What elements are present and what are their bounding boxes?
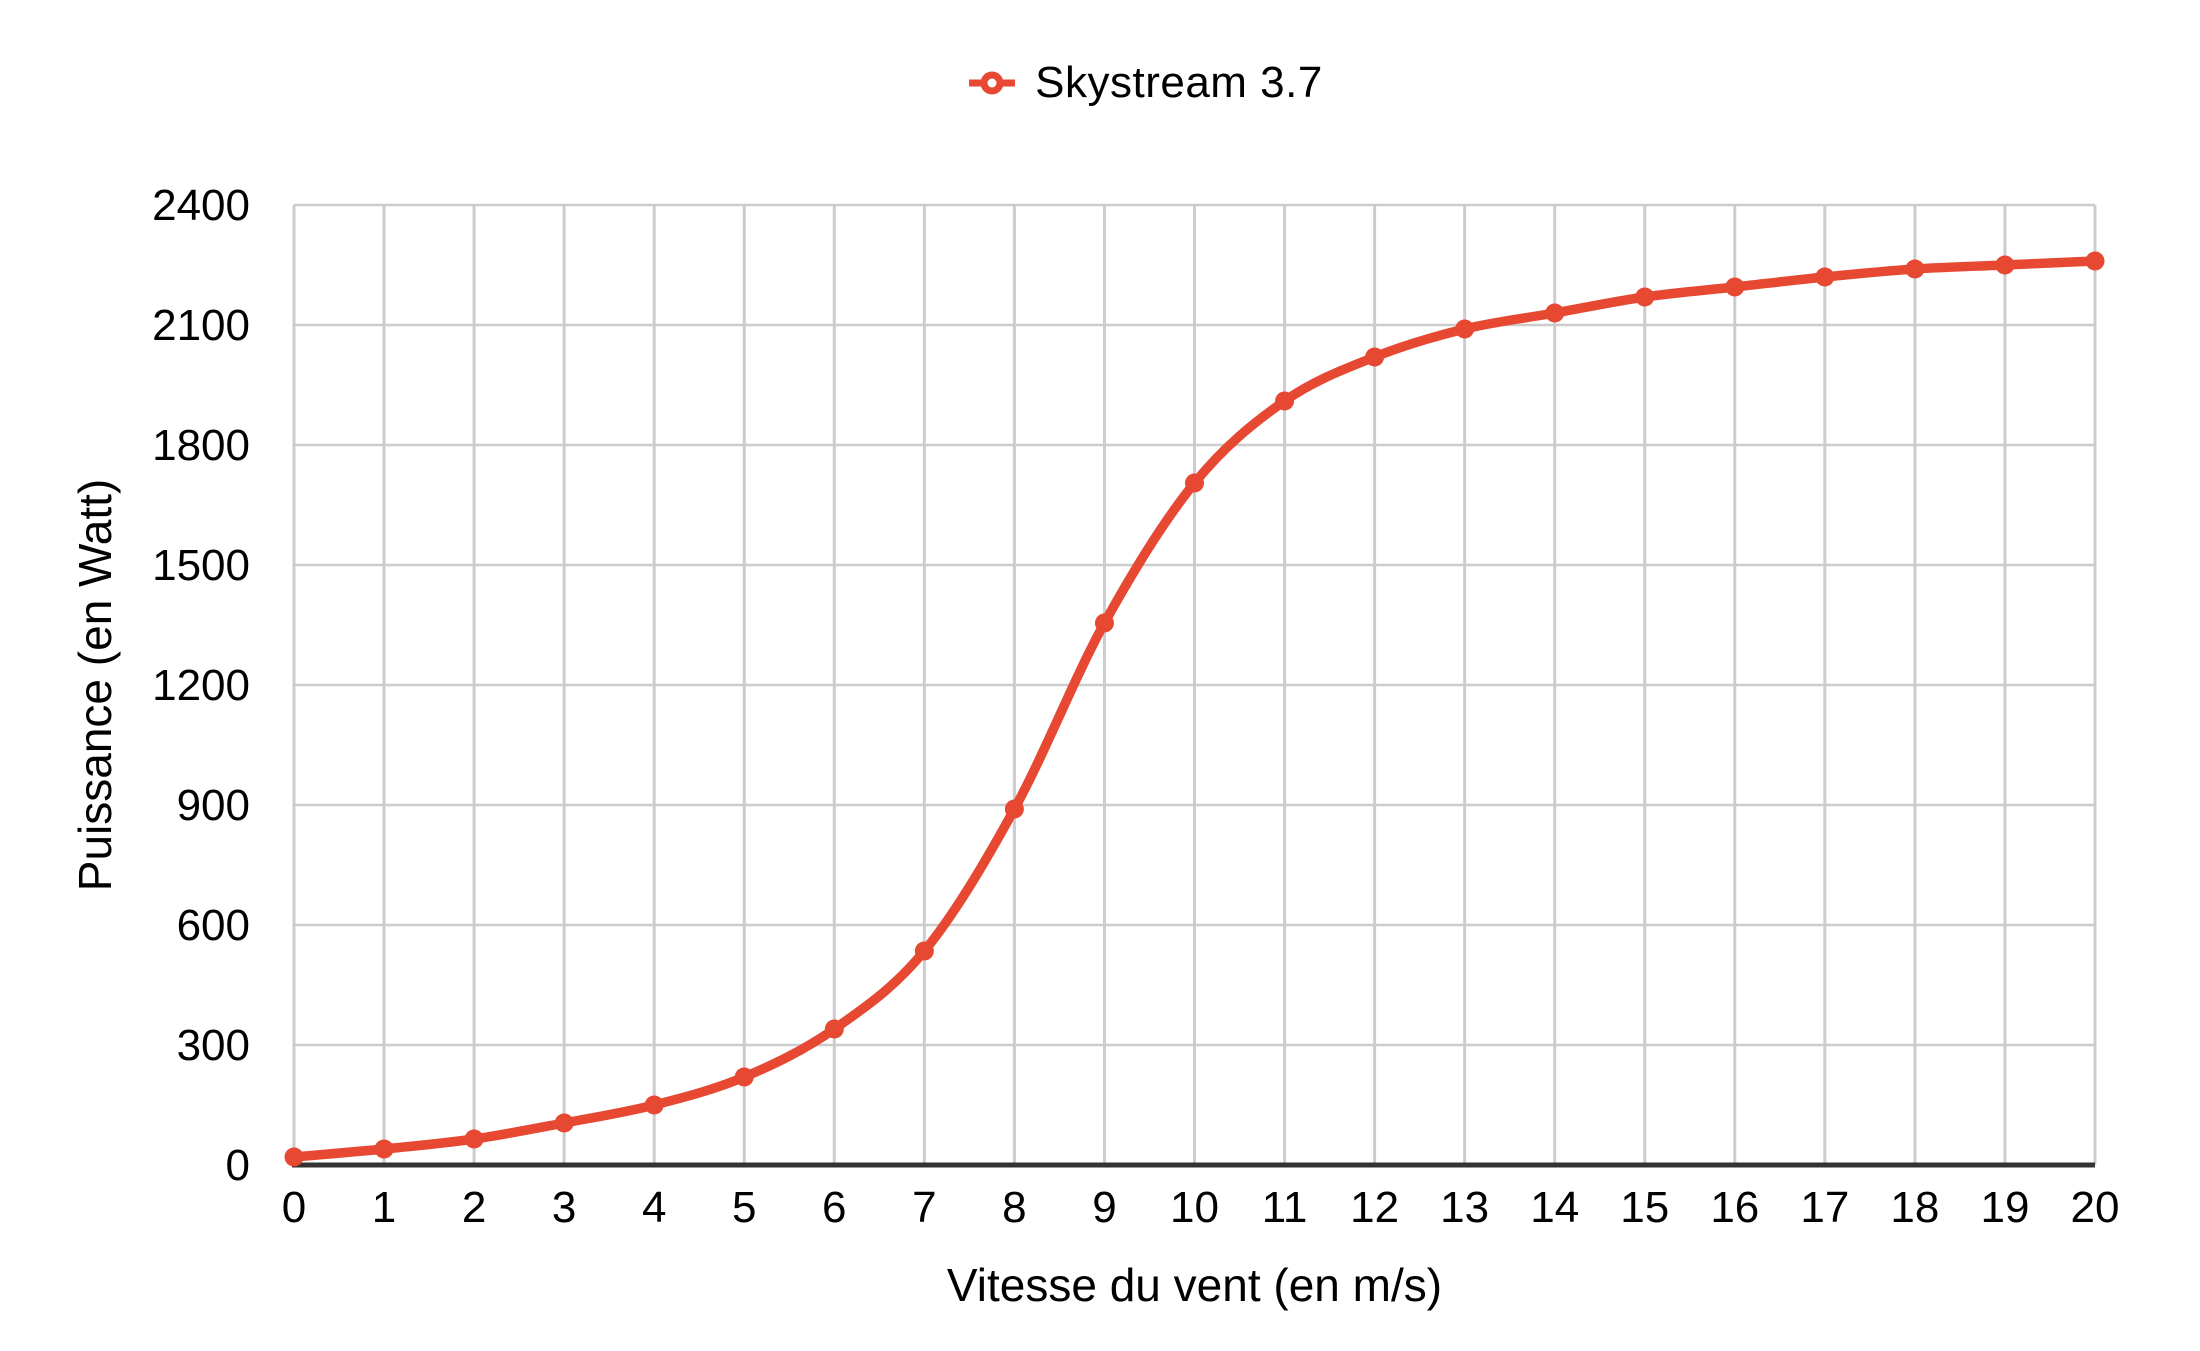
data-point-4 bbox=[644, 1095, 664, 1115]
data-point-2 bbox=[464, 1129, 484, 1149]
y-tick-label: 2400 bbox=[152, 181, 250, 230]
data-point-8 bbox=[1004, 799, 1024, 819]
data-point-5 bbox=[734, 1067, 754, 1087]
y-tick-label: 1800 bbox=[152, 421, 250, 470]
y-tick-label: 1500 bbox=[152, 541, 250, 590]
x-tick-label: 8 bbox=[1002, 1183, 1026, 1232]
data-point-9 bbox=[1094, 613, 1114, 633]
x-tick-label: 6 bbox=[822, 1183, 846, 1232]
y-tick-label: 0 bbox=[226, 1141, 250, 1190]
data-point-0 bbox=[284, 1147, 304, 1167]
x-tick-label: 14 bbox=[1530, 1183, 1579, 1232]
y-tick-label: 900 bbox=[177, 781, 250, 830]
data-point-20 bbox=[2085, 251, 2105, 271]
data-point-17 bbox=[1815, 267, 1835, 287]
x-tick-label: 2 bbox=[462, 1183, 486, 1232]
data-point-19 bbox=[1995, 255, 2015, 275]
series-marker-icon bbox=[969, 71, 1016, 95]
data-point-3 bbox=[554, 1113, 574, 1133]
x-tick-label: 1 bbox=[372, 1183, 396, 1232]
x-tick-label: 18 bbox=[1890, 1183, 1939, 1232]
x-tick-label: 3 bbox=[552, 1183, 576, 1232]
y-tick-label: 600 bbox=[177, 901, 250, 950]
x-tick-label: 19 bbox=[1980, 1183, 2029, 1232]
data-point-10 bbox=[1185, 473, 1204, 493]
data-point-15 bbox=[1635, 287, 1655, 307]
data-point-1 bbox=[374, 1139, 394, 1159]
legend-item[interactable]: Skystream 3.7 bbox=[245, 56, 2045, 110]
legend-label: Skystream 3.7 bbox=[1035, 58, 1323, 107]
data-point-13 bbox=[1455, 319, 1475, 339]
y-tick-label: 300 bbox=[177, 1021, 250, 1070]
x-tick-label: 17 bbox=[1800, 1183, 1849, 1232]
x-tick-label: 20 bbox=[2071, 1183, 2120, 1232]
x-tick-label: 16 bbox=[1710, 1183, 1759, 1232]
data-point-16 bbox=[1725, 277, 1745, 297]
data-point-12 bbox=[1365, 347, 1385, 367]
x-tick-label: 0 bbox=[282, 1183, 306, 1232]
x-tick-label: 5 bbox=[732, 1183, 756, 1232]
x-tick-label: 13 bbox=[1440, 1183, 1489, 1232]
x-tick-label: 7 bbox=[912, 1183, 936, 1232]
x-tick-label: 4 bbox=[642, 1183, 666, 1232]
data-point-7 bbox=[914, 941, 934, 961]
x-axis-title: Vitesse du vent (en m/s) bbox=[946, 1259, 1443, 1311]
data-point-6 bbox=[824, 1019, 844, 1039]
x-tick-label: 9 bbox=[1092, 1183, 1116, 1232]
data-point-11 bbox=[1275, 391, 1295, 411]
x-tick-label: 10 bbox=[1170, 1183, 1219, 1232]
data-point-14 bbox=[1545, 303, 1565, 323]
data-point-18 bbox=[1905, 259, 1925, 279]
y-tick-label: 1200 bbox=[152, 661, 250, 710]
y-tick-label: 2100 bbox=[152, 301, 250, 350]
x-tick-label: 15 bbox=[1620, 1183, 1669, 1232]
x-tick-label: 11 bbox=[1262, 1183, 1308, 1232]
x-tick-label: 12 bbox=[1350, 1183, 1399, 1232]
series-line bbox=[289, 256, 2100, 1162]
